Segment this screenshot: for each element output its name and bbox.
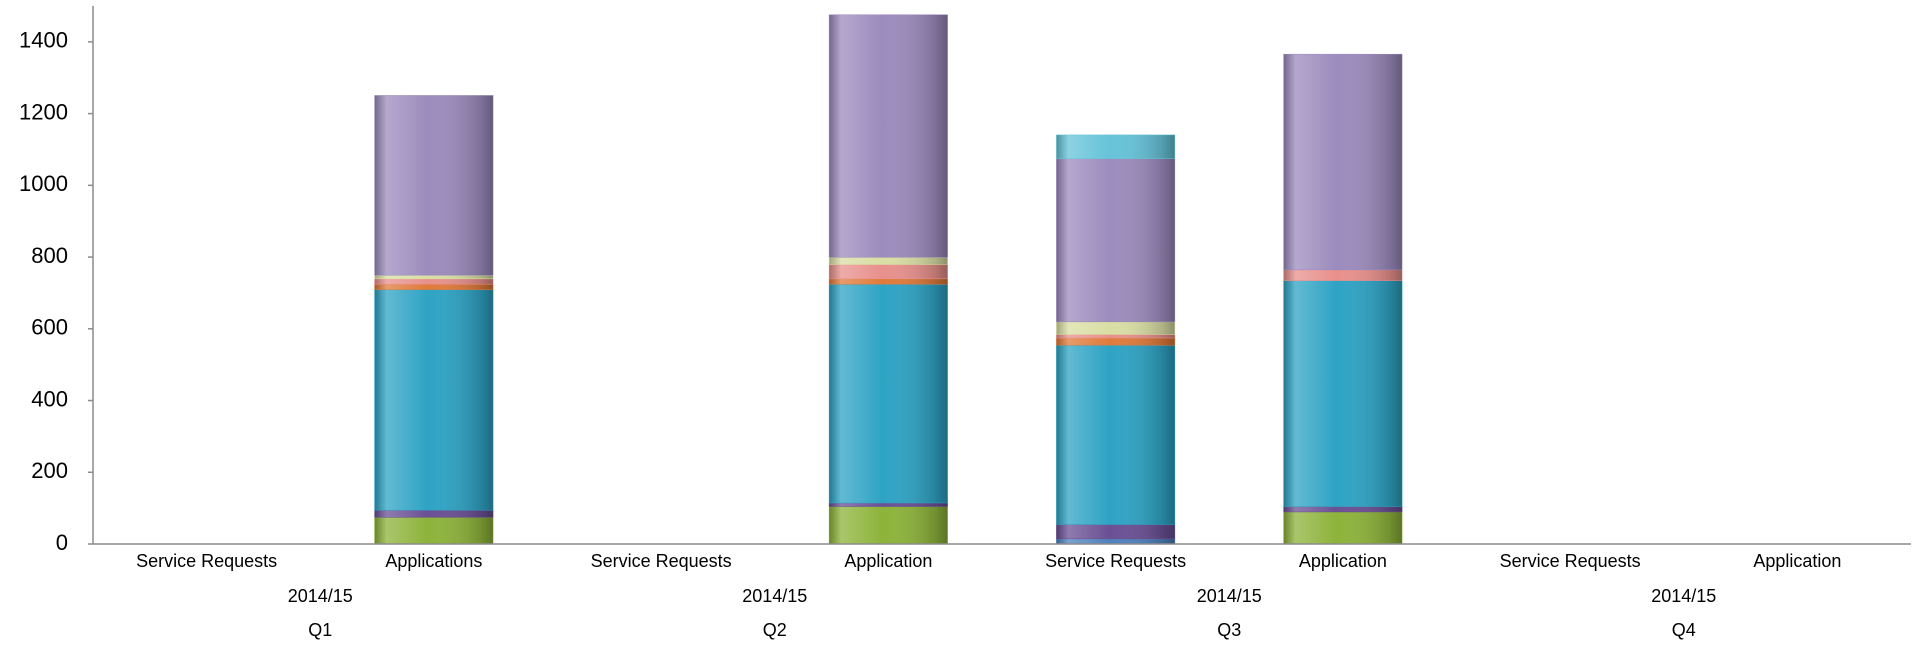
x-tick-label: Applications	[385, 551, 482, 571]
bar-segment	[828, 256, 948, 265]
quarter-label: Q2	[763, 620, 787, 640]
bar-segment	[1283, 505, 1403, 513]
bar-segment	[1056, 538, 1176, 545]
bar-segment	[1283, 269, 1403, 281]
bar-segment	[828, 283, 948, 504]
bar-segment	[374, 288, 494, 511]
bar-segment	[1283, 53, 1403, 271]
y-tick-label: 1200	[19, 99, 68, 124]
bar-segment	[1056, 344, 1176, 525]
bar-segment	[828, 505, 948, 545]
quarter-label: Q1	[308, 620, 332, 640]
x-tick-label: Service Requests	[136, 551, 277, 571]
year-label: 2014/15	[288, 586, 353, 606]
bar-segment	[374, 274, 494, 280]
y-tick-label: 800	[31, 243, 68, 268]
x-tick-label: Application	[1753, 551, 1841, 571]
bar-segment	[374, 509, 494, 518]
quarter-label: Q3	[1217, 620, 1241, 640]
year-label: 2014/15	[1651, 586, 1716, 606]
bar-segment	[1283, 279, 1403, 507]
y-tick-label: 200	[31, 458, 68, 483]
bar-segment	[374, 95, 494, 276]
x-tick-label: Service Requests	[591, 551, 732, 571]
x-tick-label: Service Requests	[1500, 551, 1641, 571]
bar-segment	[828, 278, 948, 285]
bar-segment	[374, 516, 494, 545]
bar-segment	[1056, 321, 1176, 335]
bar-segment	[1056, 523, 1176, 540]
x-tick-label: Service Requests	[1045, 551, 1186, 571]
x-tick-label: Application	[1299, 551, 1387, 571]
bar-segment	[828, 502, 948, 507]
bar-segment	[1283, 511, 1403, 545]
y-tick-label: 1000	[19, 171, 68, 196]
bar-segment	[1056, 157, 1176, 323]
y-tick-label: 0	[56, 530, 68, 555]
bar-segment	[374, 283, 494, 290]
y-tick-label: 400	[31, 386, 68, 411]
y-tick-label: 1400	[19, 28, 68, 53]
bar-segment	[1056, 333, 1176, 339]
x-tick-label: Application	[844, 551, 932, 571]
quarter-label: Q4	[1672, 620, 1696, 640]
bar-segment	[1056, 134, 1176, 159]
bar-segment	[828, 263, 948, 280]
year-label: 2014/15	[1197, 586, 1262, 606]
year-label: 2014/15	[742, 586, 807, 606]
bar-segment	[828, 14, 948, 258]
bar-segment	[1056, 337, 1176, 346]
y-tick-label: 600	[31, 315, 68, 340]
bar-segment	[374, 278, 494, 285]
